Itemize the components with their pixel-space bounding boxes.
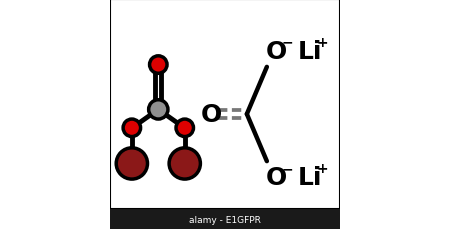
Text: alamy - E1GFPR: alamy - E1GFPR: [189, 215, 261, 224]
Text: Li: Li: [298, 166, 322, 189]
Circle shape: [116, 148, 148, 179]
Text: −: −: [282, 35, 293, 49]
Text: +: +: [316, 35, 328, 49]
Text: O: O: [266, 40, 287, 63]
Circle shape: [176, 120, 194, 137]
Text: Li: Li: [298, 40, 322, 63]
Text: +: +: [316, 161, 328, 175]
Text: −: −: [282, 161, 293, 175]
Text: O: O: [266, 166, 287, 189]
Circle shape: [149, 57, 167, 74]
Bar: [110, 210, 340, 229]
Circle shape: [169, 148, 200, 179]
Circle shape: [148, 100, 168, 120]
Circle shape: [123, 120, 140, 137]
Text: O: O: [201, 103, 222, 126]
